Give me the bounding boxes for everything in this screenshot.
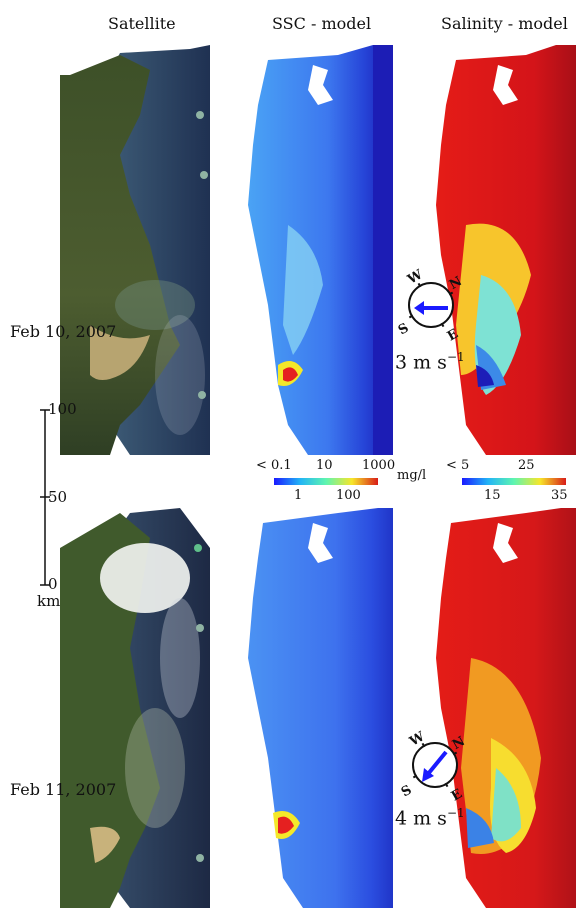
ssc-tick-top-2: 1000: [362, 458, 396, 473]
salinity-colorbar: [460, 470, 570, 510]
column-title-salinity: Salinity - model: [441, 14, 568, 33]
scale-unit: km: [37, 592, 61, 610]
sal-tick-bottom-1: 35: [551, 488, 568, 503]
salinity-map-feb10: [436, 45, 576, 455]
scale-0: 0: [48, 575, 58, 593]
wind-speed-feb11: 4 m s−1: [395, 806, 465, 830]
wind-arrow-icon: [414, 301, 424, 315]
ssc-tick-top-1: 10: [316, 458, 333, 473]
sal-tick-top-0: < 5: [446, 458, 470, 473]
sal-tick-bottom-0: 15: [484, 488, 501, 503]
ssc-tick-top-0: < 0.1: [256, 458, 292, 473]
sal-tick-top-1: 25: [518, 458, 535, 473]
satellite-image-feb10: [60, 45, 210, 455]
column-title-ssc: SSC - model: [272, 14, 372, 33]
scale-bar: [30, 405, 60, 590]
ssc-map-feb10: [248, 45, 393, 455]
date-label-feb11: Feb 11, 2007: [10, 780, 117, 799]
scale-50: 50: [48, 488, 68, 506]
ssc-colorbar: [272, 470, 382, 510]
ssc-tick-bottom-1: 100: [336, 488, 361, 503]
ssc-map-feb11: [248, 508, 393, 908]
wind-compass-feb10: W N S E: [396, 267, 466, 344]
ssc-tick-bottom-0: 1: [294, 488, 303, 503]
wind-speed-feb10: 3 m s−1: [395, 350, 465, 374]
wind-arrow-icon: [422, 768, 434, 782]
ssc-unit: mg/l: [397, 468, 427, 483]
salinity-map-feb11: [436, 508, 576, 908]
date-label-feb10: Feb 10, 2007: [10, 322, 117, 341]
wind-compass-feb11: W N S E: [399, 729, 470, 804]
scale-100: 100: [48, 400, 77, 418]
satellite-image-feb11: [60, 508, 210, 908]
column-title-satellite: Satellite: [108, 14, 176, 33]
